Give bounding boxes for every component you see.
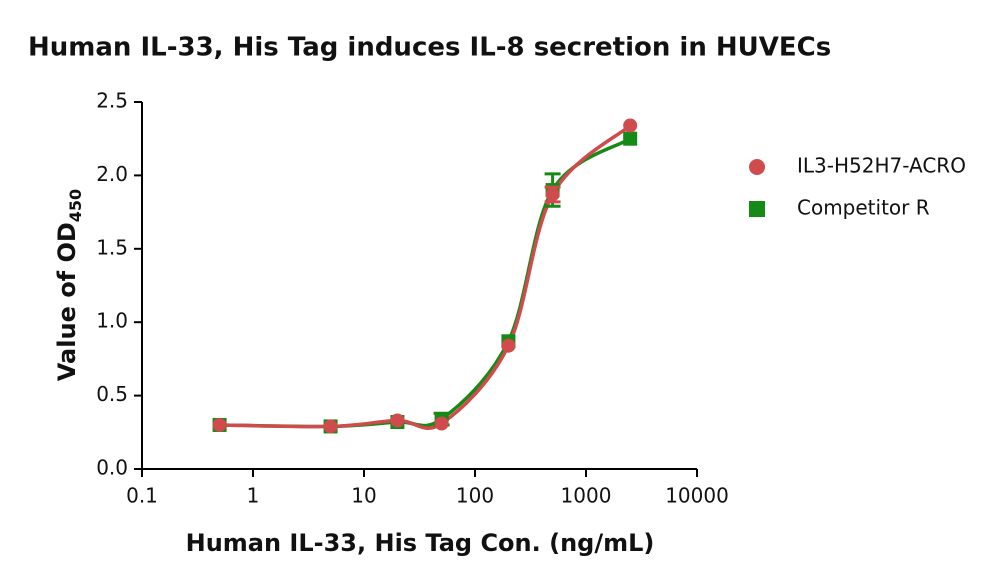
data-point — [323, 419, 338, 434]
fit-curve — [219, 137, 632, 429]
y-tick-label: 1.0 — [96, 309, 128, 333]
data-point — [623, 131, 638, 146]
y-tick-label: 2.0 — [96, 162, 128, 186]
data-point — [623, 118, 638, 133]
data-point — [501, 338, 516, 353]
y-tick-label: 0.5 — [96, 382, 128, 406]
y-tick-label: 1.5 — [96, 235, 128, 259]
data-point — [545, 187, 560, 202]
data-point — [434, 416, 449, 431]
data-point — [212, 417, 227, 432]
data-point — [390, 413, 405, 428]
x-tick-label: 100 — [456, 484, 494, 508]
y-label-main: Value of OD — [53, 222, 81, 381]
chart-title: Human IL-33, His Tag induces IL-8 secret… — [28, 33, 831, 63]
legend-label: Competitor R — [797, 196, 930, 220]
y-tick-label: 2.5 — [96, 89, 128, 113]
y-tick-label: 0.0 — [96, 456, 128, 480]
x-axis-label: Human IL-33, His Tag Con. (ng/mL) — [186, 529, 655, 557]
legend-label: IL3-H52H7-ACRO — [797, 154, 966, 178]
y-label-subscript: 450 — [66, 189, 85, 222]
y-axis-label: Value of OD450 — [53, 189, 85, 381]
x-tick-label: 1 — [247, 484, 260, 508]
legend-marker — [749, 159, 765, 175]
x-tick-label: 10 — [351, 484, 376, 508]
x-tick-label: 1000 — [561, 484, 612, 508]
legend-marker — [749, 201, 765, 217]
fit-curve — [219, 124, 632, 430]
x-tick-label: 10000 — [665, 484, 729, 508]
x-tick-label: 0.1 — [126, 484, 158, 508]
